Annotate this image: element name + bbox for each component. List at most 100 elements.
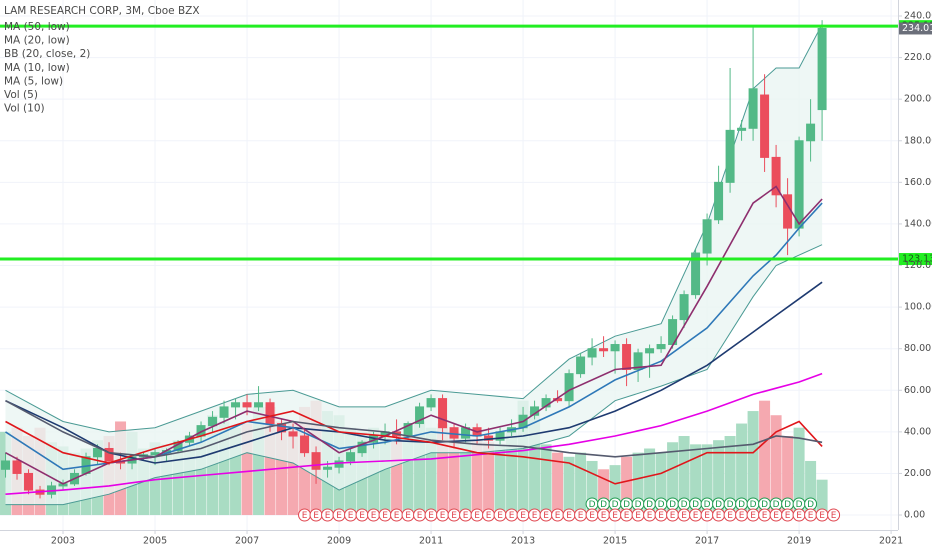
volume-bar (391, 440, 403, 516)
legend: MA (50, low) MA (20, low)BB (20, close, 2… (4, 21, 90, 115)
earnings-label: E (543, 511, 549, 521)
y-tick-label: 120.00 (904, 260, 932, 271)
earnings-label: E (704, 511, 710, 521)
legend-label: BB (20, close, 2) (4, 48, 90, 60)
earnings-label: E (647, 511, 653, 521)
volume-bar (805, 460, 817, 516)
candle-body (265, 402, 275, 425)
candle-body (691, 252, 701, 296)
volume-bar (816, 479, 828, 516)
candle-body (817, 27, 827, 111)
earnings-label: E (302, 511, 308, 521)
chart-title: LAM RESEARCH CORP, 3M, Cboe BZX (4, 5, 200, 17)
volume-bar (241, 423, 253, 516)
dividends-label: D (807, 500, 814, 510)
earnings-label: E (382, 511, 388, 521)
earnings-label: E (624, 511, 630, 521)
volume-bar (701, 444, 713, 516)
earnings-label: E (762, 511, 768, 521)
earnings-label: E (348, 511, 354, 521)
candle-body (760, 94, 770, 158)
level-label: 123.13 (902, 254, 932, 265)
dividends-label: D (681, 500, 688, 510)
volume-bar (575, 452, 587, 516)
indicator-line (5, 410, 823, 485)
dividends-label: D (692, 500, 699, 510)
candle-body (300, 435, 310, 454)
volume-bar (736, 423, 748, 516)
volume-bar (149, 442, 161, 516)
legend-label: Vol (10) (4, 103, 45, 115)
volume-bar (586, 460, 598, 516)
y-tick-label: 40.00 (904, 426, 931, 437)
candle-body (231, 402, 241, 408)
x-tick-label: 2021 (879, 536, 903, 547)
earnings-label: E (612, 511, 618, 521)
dividends-label: D (646, 500, 653, 510)
volume-bar (770, 415, 782, 516)
candle-body (323, 466, 333, 470)
axes: 0.00 20.00 40.00 60.00 80.00 100.00 120.00 140.… (51, 11, 932, 547)
earnings-label: E (658, 511, 664, 521)
volume-bar (782, 436, 794, 516)
earnings-label: E (474, 511, 480, 521)
x-tick-label: 2017 (695, 536, 719, 547)
earnings-label: E (497, 511, 503, 521)
candle-body (725, 129, 735, 183)
y-tick-label: 240.00 (904, 11, 932, 22)
earnings-label: E (819, 511, 825, 521)
earnings-label: E (394, 511, 400, 521)
earnings-label: E (739, 511, 745, 521)
earnings-label: E (750, 511, 756, 521)
earnings-label: E (808, 511, 814, 521)
volume-bar (161, 444, 173, 516)
x-tick-label: 2005 (143, 536, 167, 547)
earnings-label: E (325, 511, 331, 521)
earnings-label: E (670, 511, 676, 521)
legend-label: MA (50, low) (4, 21, 70, 33)
indicators (5, 24, 823, 506)
dividends-label: D (761, 500, 768, 510)
candle-body (633, 352, 643, 370)
bb-fill (5, 24, 823, 505)
dividends-label: D (750, 500, 757, 510)
x-tick-label: 2007 (235, 536, 259, 547)
legend-label: MA (20, low) (4, 35, 70, 47)
volume-bar (437, 423, 449, 516)
candle-body (242, 402, 252, 408)
volume-bar (747, 411, 759, 516)
volume-bar (414, 421, 426, 516)
candle-body (219, 406, 229, 418)
x-tick-label: 2011 (419, 536, 443, 547)
candle-body (438, 398, 448, 429)
dividends-label: D (635, 500, 642, 510)
volume-bar (598, 469, 610, 516)
volume-bar (667, 442, 679, 516)
volume-bar (195, 431, 207, 516)
volume-bar (563, 456, 575, 516)
y-tick-label: 140.00 (904, 218, 932, 229)
volume-bar (184, 436, 196, 516)
volume-bar (379, 436, 391, 516)
earnings-label: E (727, 511, 733, 521)
indicator-line (5, 281, 823, 464)
dividends-label: D (704, 500, 711, 510)
bb-lower (5, 244, 823, 506)
x-tick-label: 2003 (51, 536, 75, 547)
dividends-label: D (600, 500, 607, 510)
candle-body (771, 156, 781, 196)
volume-bar (540, 444, 552, 516)
indicator-line (5, 202, 823, 471)
earnings-label: E (589, 511, 595, 521)
dividends-label: D (715, 500, 722, 510)
earnings-label: E (716, 511, 722, 521)
earnings-label: E (566, 511, 572, 521)
volume-bar (552, 452, 564, 516)
candle-body (748, 88, 758, 129)
earnings-label: E (681, 511, 687, 521)
candle-body (12, 460, 22, 474)
candle-body (1, 460, 11, 470)
earnings-label: E (532, 511, 538, 521)
candle-body (714, 181, 724, 221)
